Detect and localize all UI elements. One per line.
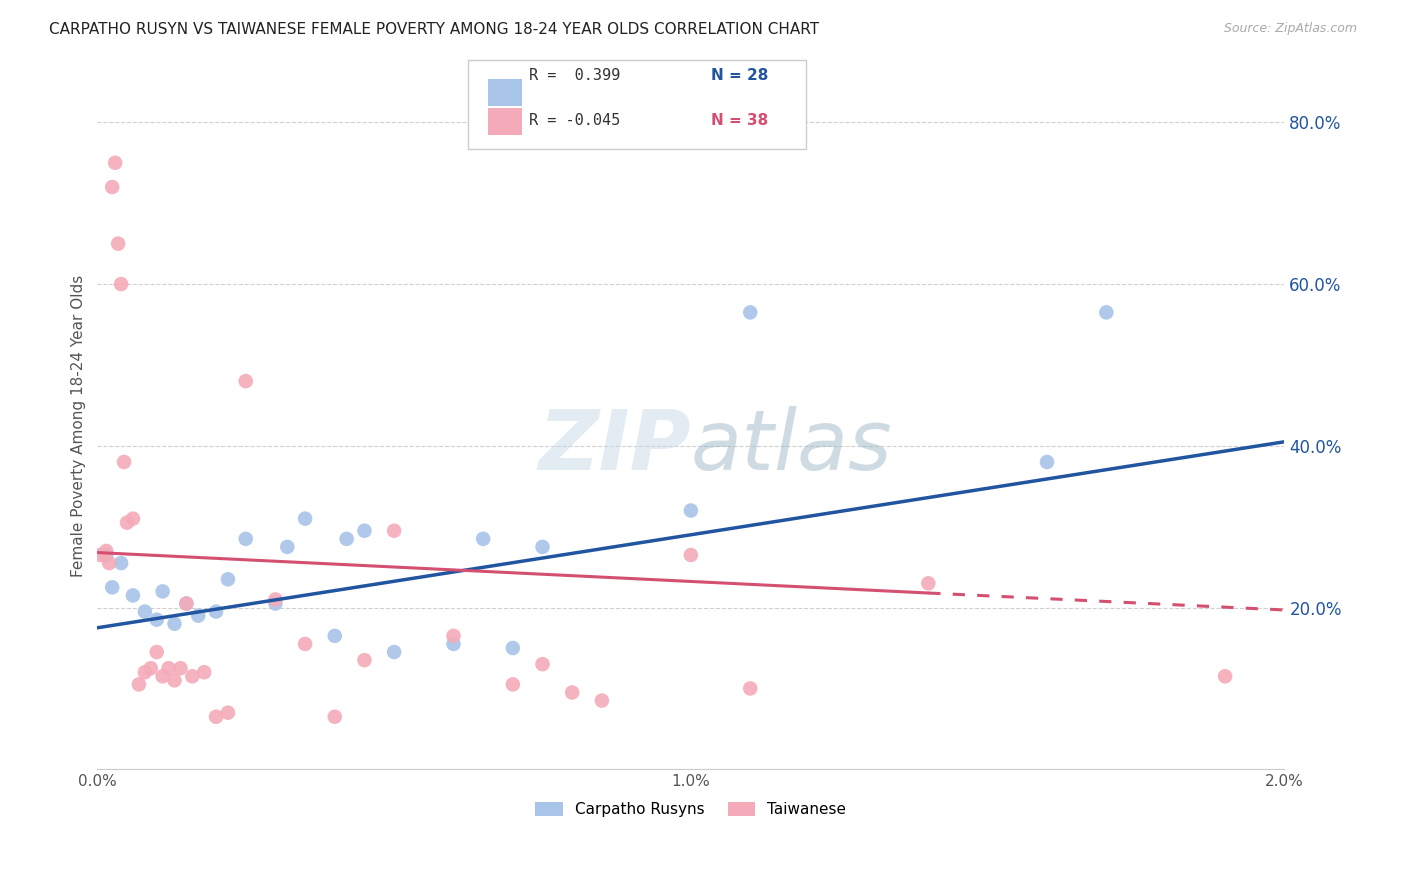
Point xyxy=(917,576,939,591)
Point xyxy=(145,645,167,659)
Point xyxy=(502,677,524,691)
Text: CARPATHO RUSYN VS TAIWANESE FEMALE POVERTY AMONG 18-24 YEAR OLDS CORRELATION CHA: CARPATHO RUSYN VS TAIWANESE FEMALE POVER… xyxy=(49,22,820,37)
Point xyxy=(1036,455,1059,469)
Point xyxy=(531,540,554,554)
Point xyxy=(1213,669,1236,683)
Point xyxy=(1095,305,1118,319)
Point xyxy=(104,155,127,169)
Point xyxy=(187,608,209,623)
Text: Source: ZipAtlas.com: Source: ZipAtlas.com xyxy=(1223,22,1357,36)
Point xyxy=(98,556,121,570)
Point xyxy=(443,629,465,643)
Y-axis label: Female Poverty Among 18-24 Year Olds: Female Poverty Among 18-24 Year Olds xyxy=(72,275,86,577)
Point xyxy=(163,673,186,688)
Point xyxy=(169,661,191,675)
Point xyxy=(96,548,118,562)
Point xyxy=(89,548,111,562)
Legend: Carpatho Rusyns, Taiwanese: Carpatho Rusyns, Taiwanese xyxy=(529,797,852,823)
Point xyxy=(217,572,239,586)
Point xyxy=(163,616,186,631)
Point xyxy=(353,524,375,538)
Point xyxy=(276,540,298,554)
Point xyxy=(264,592,287,607)
Point xyxy=(96,544,118,558)
Point xyxy=(176,597,198,611)
Point xyxy=(205,710,228,724)
Point xyxy=(531,657,554,672)
Point xyxy=(323,710,346,724)
Point xyxy=(145,613,167,627)
Point xyxy=(128,677,150,691)
Point xyxy=(134,605,156,619)
Point xyxy=(152,584,174,599)
Point xyxy=(181,669,204,683)
Point xyxy=(176,597,198,611)
Point xyxy=(679,548,702,562)
Point xyxy=(152,669,174,683)
Point xyxy=(107,236,129,251)
Point xyxy=(205,605,228,619)
Point xyxy=(264,597,287,611)
Text: N = 38: N = 38 xyxy=(711,113,769,128)
Point xyxy=(101,580,124,594)
Point xyxy=(217,706,239,720)
Point xyxy=(591,693,613,707)
Text: atlas: atlas xyxy=(690,406,893,487)
Point xyxy=(740,681,762,696)
Point xyxy=(353,653,375,667)
Point xyxy=(139,661,162,675)
Point xyxy=(679,503,702,517)
Point xyxy=(193,665,215,680)
Text: ZIP: ZIP xyxy=(538,406,690,487)
Point xyxy=(502,640,524,655)
Point xyxy=(472,532,495,546)
Point xyxy=(323,629,346,643)
Point xyxy=(235,532,257,546)
Point xyxy=(561,685,583,699)
Point xyxy=(110,556,132,570)
Point xyxy=(101,180,124,194)
Point xyxy=(235,374,257,388)
Point xyxy=(122,511,145,525)
Point xyxy=(294,511,316,525)
Point xyxy=(115,516,138,530)
Text: N = 28: N = 28 xyxy=(711,69,769,83)
Point xyxy=(122,589,145,603)
Point xyxy=(740,305,762,319)
Text: R = -0.045: R = -0.045 xyxy=(529,113,620,128)
Point xyxy=(112,455,135,469)
Point xyxy=(382,524,405,538)
Point xyxy=(134,665,156,680)
Point xyxy=(157,661,180,675)
Text: R =  0.399: R = 0.399 xyxy=(529,69,620,83)
Point xyxy=(294,637,316,651)
Point xyxy=(443,637,465,651)
Point xyxy=(336,532,359,546)
Point xyxy=(382,645,405,659)
Point xyxy=(110,277,132,291)
